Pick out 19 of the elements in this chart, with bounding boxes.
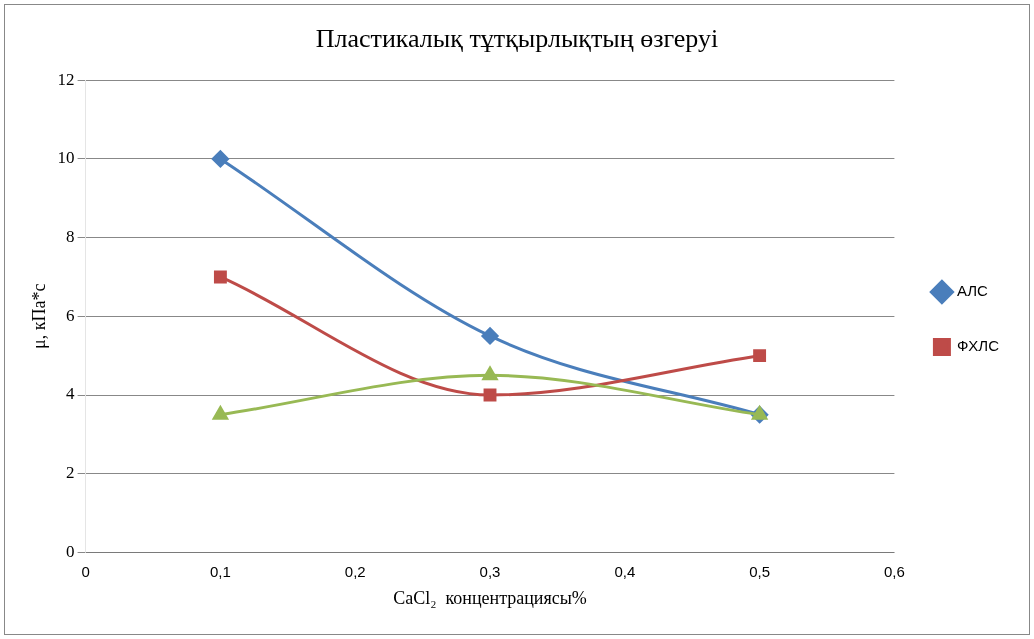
y-tick-label: 8	[66, 227, 75, 247]
x-tick-label: 0,4	[614, 562, 636, 580]
legend-label: АЛС	[956, 282, 989, 300]
x-tick-label: 0	[81, 562, 90, 580]
legend-label: ФХЛС	[956, 337, 1000, 355]
y-axis-title: μ, кПа*с	[28, 283, 49, 349]
x-tick-label: 0,1	[209, 562, 231, 580]
x-tick-label: 0,5	[749, 562, 771, 580]
x-tick-label: 0,2	[344, 562, 366, 580]
y-tick-label: 6	[66, 305, 75, 325]
y-tick-label: 12	[57, 69, 75, 89]
x-tick-label: 0,3	[479, 562, 501, 580]
x-axis-title: CaCl₂ концентрациясы%	[393, 587, 587, 608]
x-tick-label: 0,6	[883, 562, 905, 580]
y-tick-label: 0	[66, 541, 75, 561]
y-tick-label: 2	[66, 463, 75, 483]
y-tick-label: 4	[66, 384, 76, 404]
y-tick-label: 10	[57, 148, 75, 168]
chart-title: Пластикалық тұтқырлықтың өзгеруі	[315, 24, 719, 54]
